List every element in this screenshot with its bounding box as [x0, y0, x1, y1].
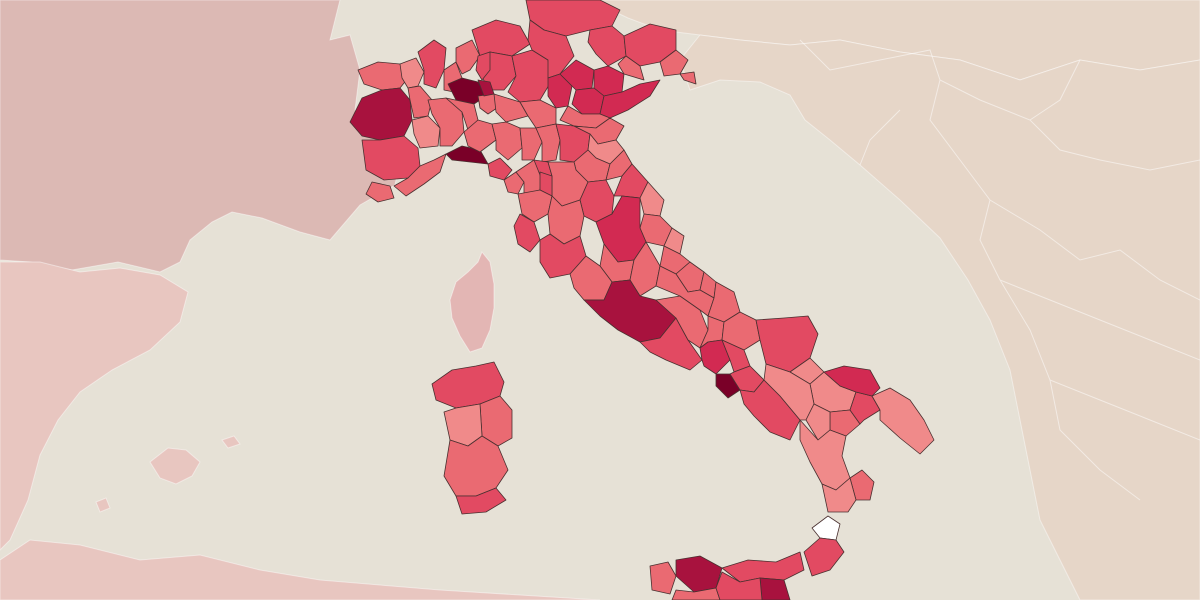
- country-north-africa: [0, 539, 601, 600]
- prov-gorizia: [659, 49, 689, 77]
- prov-napoli: [715, 373, 741, 399]
- prov-torino: [349, 87, 413, 141]
- prov-arezzo: [579, 179, 615, 223]
- prov-trieste: [679, 71, 697, 85]
- prov-lecco: [475, 51, 491, 81]
- prov-vibo: [811, 515, 841, 541]
- prov-aosta: [357, 61, 409, 91]
- prov-catanzaro: [821, 477, 857, 513]
- island-small-2: [95, 497, 111, 513]
- prov-belluno: [587, 25, 627, 67]
- prov-imperia: [365, 181, 395, 203]
- italy-provinces: [349, 0, 935, 600]
- prov-parma: [491, 121, 523, 161]
- prov-como: [455, 39, 481, 75]
- country-spain: [0, 261, 189, 551]
- island-corsica: [449, 251, 495, 353]
- prov-barletta-nord: [823, 365, 881, 397]
- prov-matera: [805, 403, 831, 441]
- prov-ancona: [639, 181, 665, 217]
- prov-laquila: [655, 265, 715, 317]
- prov-pordenone: [617, 55, 645, 81]
- prov-sassari: [431, 361, 505, 409]
- country-balkans: [679, 34, 1200, 600]
- prov-salerno: [739, 379, 801, 441]
- prov-lecce: [871, 387, 935, 455]
- prov-enna: [715, 571, 763, 600]
- prov-cremona: [493, 93, 529, 123]
- island-balearic: [149, 447, 201, 485]
- prov-laspezia: [487, 157, 513, 181]
- prov-asti: [411, 115, 441, 149]
- prov-trapani: [649, 561, 677, 595]
- prov-cagliari: [455, 487, 507, 515]
- prov-massa: [503, 171, 525, 195]
- prov-caserta: [699, 339, 731, 375]
- prov-monza: [477, 79, 495, 97]
- island-small-1: [221, 435, 241, 449]
- prov-sud-sardegna: [443, 435, 509, 497]
- country-france: [0, 0, 401, 273]
- prov-novara: [417, 39, 447, 89]
- prov-reggio-cal: [803, 537, 845, 577]
- prov-livorno: [513, 213, 541, 253]
- border-lines-balkans: [799, 39, 1200, 501]
